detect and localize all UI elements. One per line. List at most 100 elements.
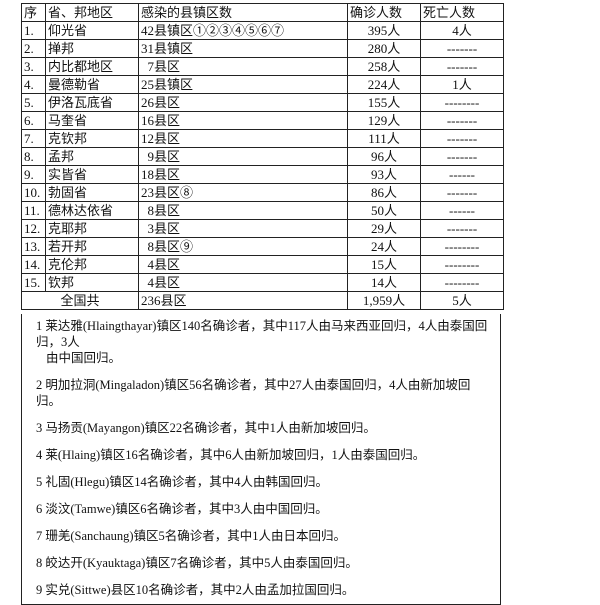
district-count: 16县区 xyxy=(138,111,348,130)
district-count: 25县镇区 xyxy=(138,75,348,94)
confirmed-cases: 111人 xyxy=(347,129,421,148)
deaths: 4人 xyxy=(420,21,504,40)
deaths: -------- xyxy=(420,255,504,274)
header-cell: 确诊人数 xyxy=(347,3,421,22)
district-count: 18县区 xyxy=(138,165,348,184)
region-name: 内比都地区 xyxy=(45,57,139,76)
district-count: 8县区 xyxy=(138,201,348,220)
deaths: ------- xyxy=(420,147,504,166)
district-count: 4县区 xyxy=(138,255,348,274)
total-row: 全国共 236县区 1,959人 5人 xyxy=(21,291,504,310)
table-row: 12. 克耶邦 3县区 29人 ------- xyxy=(21,219,504,238)
table-row: 8. 孟邦 9县区 96人 ------- xyxy=(21,147,504,166)
row-number: 13. xyxy=(21,237,46,256)
region-name: 德林达依省 xyxy=(45,201,139,220)
table-row: 14. 克伦邦 4县区 15人 -------- xyxy=(21,255,504,274)
header-cell: 省、邦地区 xyxy=(45,3,139,22)
confirmed-cases: 129人 xyxy=(347,111,421,130)
confirmed-cases: 86人 xyxy=(347,183,421,202)
row-number: 4. xyxy=(21,75,46,94)
confirmed-cases: 50人 xyxy=(347,201,421,220)
confirmed-cases: 224人 xyxy=(347,75,421,94)
row-number: 14. xyxy=(21,255,46,274)
header-cell: 序 xyxy=(21,3,46,22)
region-name: 克伦邦 xyxy=(45,255,139,274)
deaths: ------- xyxy=(420,219,504,238)
district-count: 8县区⑨ xyxy=(138,237,348,256)
deaths: ------- xyxy=(420,57,504,76)
total-cases: 1,959人 xyxy=(347,291,421,310)
region-name: 若开邦 xyxy=(45,237,139,256)
region-name: 钦邦 xyxy=(45,273,139,292)
footnote-text: 9 实兑(Sittwe)县区10名确诊者，其中2人由孟加拉国回归。 xyxy=(36,583,355,597)
total-label: 全国共 xyxy=(21,291,139,310)
header-row: 序省、邦地区 感染的县镇区数 确诊人数 死亡人数 xyxy=(21,3,504,22)
footnote-text: 5 礼固(Hlegu)镇区14名确诊者，其中4人由韩国回归。 xyxy=(36,475,328,489)
footnote: 5 礼固(Hlegu)镇区14名确诊者，其中4人由韩国回归。 xyxy=(36,474,494,490)
deaths: ------ xyxy=(420,165,504,184)
footnote-text: 7 珊羌(Sanchaung)镇区5名确诊者，其中1人由日本回归。 xyxy=(36,529,347,543)
row-number: 2. xyxy=(21,39,46,58)
confirmed-cases: 155人 xyxy=(347,93,421,112)
footnote-text: 8 皎达开(Kyauktaga)镇区7名确诊者，其中5人由泰国回归。 xyxy=(36,556,358,570)
table-row: 15. 钦邦 4县区 14人 -------- xyxy=(21,273,504,292)
confirmed-cases: 15人 xyxy=(347,255,421,274)
footnote: 2 明加拉洞(Mingaladon)镇区56名确诊者，其中27人由泰国回归，4人… xyxy=(36,377,494,409)
table-row: 4. 曼德勒省 25县镇区 224人 1人 xyxy=(21,75,504,94)
table-row: 11. 德林达依省 8县区 50人 ------ xyxy=(21,201,504,220)
confirmed-cases: 93人 xyxy=(347,165,421,184)
header-cell: 感染的县镇区数 xyxy=(138,3,348,22)
region-name: 掸邦 xyxy=(45,39,139,58)
row-number: 7. xyxy=(21,129,46,148)
row-number: 5. xyxy=(21,93,46,112)
confirmed-cases: 280人 xyxy=(347,39,421,58)
footnote: 1 莱达雅(Hlaingthayar)镇区140名确诊者，其中117人由马来西亚… xyxy=(36,318,494,366)
deaths: -------- xyxy=(420,273,504,292)
total-districts: 236县区 xyxy=(138,291,348,310)
district-count: 42县镇区①②③④⑤⑥⑦ xyxy=(138,21,348,40)
table-row: 9. 实皆省 18县区 93人 ------ xyxy=(21,165,504,184)
row-number: 15. xyxy=(21,273,46,292)
district-count: 12县区 xyxy=(138,129,348,148)
region-name: 实皆省 xyxy=(45,165,139,184)
table-row: 5. 伊洛瓦底省 26县区 155人 -------- xyxy=(21,93,504,112)
deaths: -------- xyxy=(420,237,504,256)
district-count: 23县区⑧ xyxy=(138,183,348,202)
deaths: ------- xyxy=(420,183,504,202)
district-count: 7县区 xyxy=(138,57,348,76)
table-row: 6. 马奎省 16县区 129人 ------- xyxy=(21,111,504,130)
footnote: 7 珊羌(Sanchaung)镇区5名确诊者，其中1人由日本回归。 xyxy=(36,528,494,544)
region-name: 伊洛瓦底省 xyxy=(45,93,139,112)
region-name: 孟邦 xyxy=(45,147,139,166)
confirmed-cases: 24人 xyxy=(347,237,421,256)
district-count: 9县区 xyxy=(138,147,348,166)
region-name: 仰光省 xyxy=(45,21,139,40)
footnote: 4 莱(Hlaing)镇区16名确诊者，其中6人由新加坡回归，1人由泰国回归。 xyxy=(36,447,494,463)
deaths: 1人 xyxy=(420,75,504,94)
district-count: 4县区 xyxy=(138,273,348,292)
region-name: 曼德勒省 xyxy=(45,75,139,94)
footnote: 8 皎达开(Kyauktaga)镇区7名确诊者，其中5人由泰国回归。 xyxy=(36,555,494,571)
row-number: 10. xyxy=(21,183,46,202)
confirmed-cases: 14人 xyxy=(347,273,421,292)
table-row: 10. 勃固省 23县区⑧ 86人 ------- xyxy=(21,183,504,202)
confirmed-cases: 258人 xyxy=(347,57,421,76)
table-row: 3. 内比都地区 7县区 258人 ------- xyxy=(21,57,504,76)
region-name: 勃固省 xyxy=(45,183,139,202)
row-number: 12. xyxy=(21,219,46,238)
confirmed-cases: 29人 xyxy=(347,219,421,238)
district-count: 3县区 xyxy=(138,219,348,238)
table-row: 13. 若开邦 8县区⑨ 24人 -------- xyxy=(21,237,504,256)
total-deaths: 5人 xyxy=(420,291,504,310)
row-number: 8. xyxy=(21,147,46,166)
deaths: ------ xyxy=(420,201,504,220)
footnote: 9 实兑(Sittwe)县区10名确诊者，其中2人由孟加拉国回归。 xyxy=(36,582,494,598)
district-count: 26县区 xyxy=(138,93,348,112)
footnote: 3 马扬贡(Mayangon)镇区22名确诊者，其中1人由新加坡回归。 xyxy=(36,420,494,436)
row-number: 6. xyxy=(21,111,46,130)
covid-cases-table: 序省、邦地区 感染的县镇区数 确诊人数 死亡人数 1. 仰光省 42县镇区①②③④⑤⑥⑦ 39… xyxy=(21,3,504,310)
region-name: 克耶邦 xyxy=(45,219,139,238)
deaths: ------- xyxy=(420,129,504,148)
table-row: 2. 掸邦 31县镇区 280人 ------- xyxy=(21,39,504,58)
confirmed-cases: 96人 xyxy=(347,147,421,166)
